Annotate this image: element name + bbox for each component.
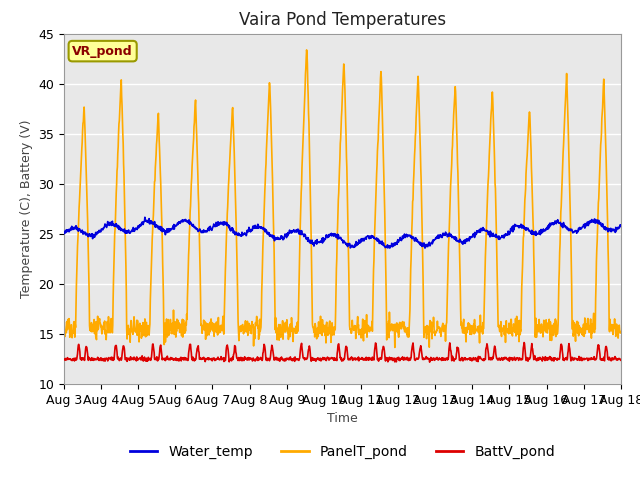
Water_temp xyxy=(386,245,394,251)
BattV_pond xyxy=(552,355,559,361)
Water_temp xyxy=(617,222,625,228)
BattV_pond xyxy=(184,358,191,363)
BattV_pond xyxy=(170,357,178,362)
PanelT_pond xyxy=(391,345,399,350)
Line: PanelT_pond: PanelT_pond xyxy=(64,50,621,348)
PanelT_pond xyxy=(246,325,254,331)
Water_temp xyxy=(171,224,179,229)
Water_temp xyxy=(552,218,559,224)
BattV_pond xyxy=(426,359,433,365)
PanelT_pond xyxy=(502,318,510,324)
BattV_pond xyxy=(246,356,254,362)
X-axis label: Time: Time xyxy=(327,412,358,425)
BattV_pond xyxy=(520,340,528,346)
Water_temp xyxy=(246,229,254,235)
Legend: Water_temp, PanelT_pond, BattV_pond: Water_temp, PanelT_pond, BattV_pond xyxy=(124,439,561,465)
Text: VR_pond: VR_pond xyxy=(72,45,133,58)
Y-axis label: Temperature (C), Battery (V): Temperature (C), Battery (V) xyxy=(20,120,33,298)
PanelT_pond xyxy=(617,330,625,336)
BattV_pond xyxy=(502,356,509,361)
PanelT_pond xyxy=(429,314,437,320)
PanelT_pond xyxy=(184,282,191,288)
PanelT_pond xyxy=(552,316,559,322)
Line: BattV_pond: BattV_pond xyxy=(64,343,621,362)
BattV_pond xyxy=(429,356,437,361)
Water_temp xyxy=(429,237,437,243)
Line: Water_temp: Water_temp xyxy=(64,217,621,248)
Water_temp xyxy=(184,218,192,224)
Water_temp xyxy=(502,232,510,238)
PanelT_pond xyxy=(60,321,68,327)
BattV_pond xyxy=(617,357,625,363)
PanelT_pond xyxy=(170,332,178,337)
PanelT_pond xyxy=(303,47,310,53)
Water_temp xyxy=(60,230,68,236)
BattV_pond xyxy=(60,356,68,362)
Title: Vaira Pond Temperatures: Vaira Pond Temperatures xyxy=(239,11,446,29)
Water_temp xyxy=(141,215,148,220)
